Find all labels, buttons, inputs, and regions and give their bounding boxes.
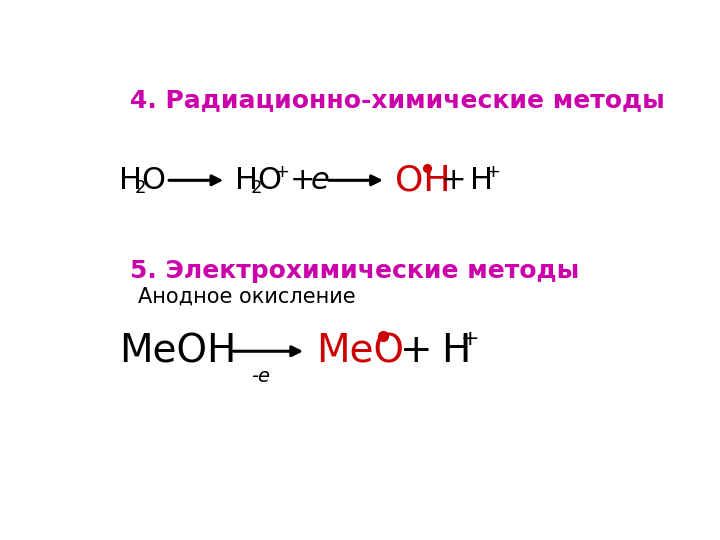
Text: +: + [441, 166, 467, 195]
Text: +: + [274, 163, 289, 181]
Text: H: H [235, 166, 258, 195]
Text: MeO: MeO [316, 332, 405, 370]
Text: +: + [400, 332, 433, 370]
Text: Анодное окисление: Анодное окисление [138, 287, 356, 307]
Text: H: H [441, 332, 470, 370]
Text: +: + [290, 166, 315, 195]
Text: O: O [141, 166, 165, 195]
Text: MeOH: MeOH [120, 332, 237, 370]
Text: H: H [469, 166, 492, 195]
Text: 4. Радиационно-химические методы: 4. Радиационно-химические методы [130, 88, 665, 112]
Text: 5. Электрохимические методы: 5. Электрохимические методы [130, 259, 580, 283]
Text: +: + [461, 329, 479, 349]
Text: OH: OH [395, 163, 450, 197]
Text: 2: 2 [134, 179, 145, 197]
Text: 2: 2 [251, 179, 262, 197]
Text: O: O [258, 166, 282, 195]
Text: +: + [485, 163, 500, 181]
Text: e: e [310, 166, 329, 195]
Text: -e: -e [251, 367, 270, 386]
Text: H: H [120, 166, 143, 195]
